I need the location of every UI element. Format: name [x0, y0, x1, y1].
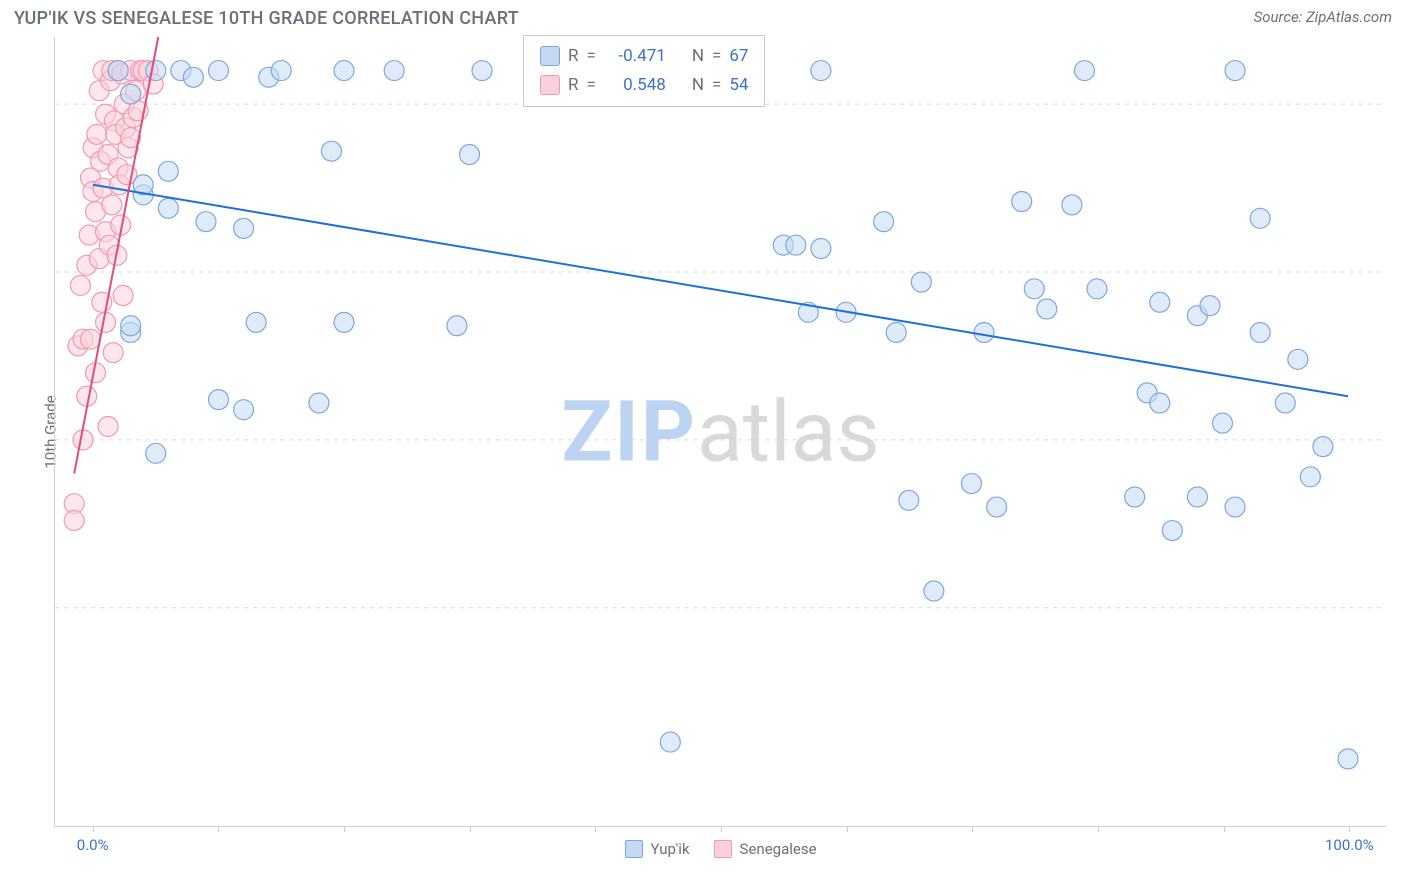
legend-stat-row: R = -0.471 N = 67 — [540, 42, 748, 71]
x-tick-mark — [1224, 826, 1225, 832]
x-tick-mark — [847, 826, 848, 832]
chart-title: YUP'IK VS SENEGALESE 10TH GRADE CORRELAT… — [14, 8, 519, 29]
x-tick-mark — [595, 826, 596, 832]
legend-eq: = — [586, 71, 595, 100]
plot-area: ZIPatlas R=-0.471N=67R=0.548N=54 Yup'ikS… — [54, 37, 1386, 827]
legend-eq: = — [712, 71, 721, 100]
legend-r-label: R — [568, 71, 578, 100]
x-tick-mark — [344, 826, 345, 832]
x-tick-label: 100.0% — [1325, 836, 1374, 854]
legend-swatch — [540, 75, 560, 95]
chart-header: YUP'IK VS SENEGALESE 10TH GRADE CORRELAT… — [10, 8, 1396, 35]
x-tick-mark — [93, 826, 94, 832]
y-tick-label: 95.0% — [1394, 263, 1406, 281]
legend-stat-row: R = 0.548 N = 54 — [540, 71, 748, 100]
chart-source: Source: ZipAtlas.com — [1254, 8, 1392, 26]
y-tick-label: 90.0% — [1394, 431, 1406, 449]
legend-r-value: -0.471 — [604, 42, 666, 71]
x-tick-mark — [218, 826, 219, 832]
legend-n-value: 54 — [729, 71, 748, 100]
legend-swatch — [714, 840, 732, 858]
legend-swatch — [624, 840, 642, 858]
legend-swatch — [540, 46, 560, 66]
legend-series-name: Yup'ik — [650, 840, 689, 858]
x-tick-mark — [470, 826, 471, 832]
legend-item: Yup'ik — [624, 840, 689, 858]
legend-eq: = — [586, 42, 595, 71]
x-tick-mark — [1098, 826, 1099, 832]
chart-outer: 10th Grade ZIPatlas R=-0.471N=67R=0.548N… — [54, 37, 1396, 827]
legend-r-label: R — [568, 42, 578, 71]
legend-series-name: Senegalese — [740, 840, 817, 858]
plot-svg — [55, 37, 1386, 826]
y-tick-label: 100.0% — [1394, 95, 1406, 113]
legend-n-label: N — [692, 42, 704, 71]
legend-stats: R = -0.471 N = 67 R = 0.548 N = 54 — [523, 35, 765, 107]
legend-n-value: 67 — [729, 42, 748, 71]
legend-series: Yup'ik Senegalese — [624, 840, 816, 858]
legend-r-value: 0.548 — [604, 71, 666, 100]
x-tick-mark — [721, 826, 722, 832]
legend-eq: = — [712, 42, 721, 71]
y-tick-label: 85.0% — [1394, 599, 1406, 617]
x-tick-label: 0.0% — [77, 836, 109, 854]
x-tick-mark — [972, 826, 973, 832]
legend-n-label: N — [692, 71, 704, 100]
legend-item: Senegalese — [714, 840, 817, 858]
x-tick-mark — [1349, 826, 1350, 832]
